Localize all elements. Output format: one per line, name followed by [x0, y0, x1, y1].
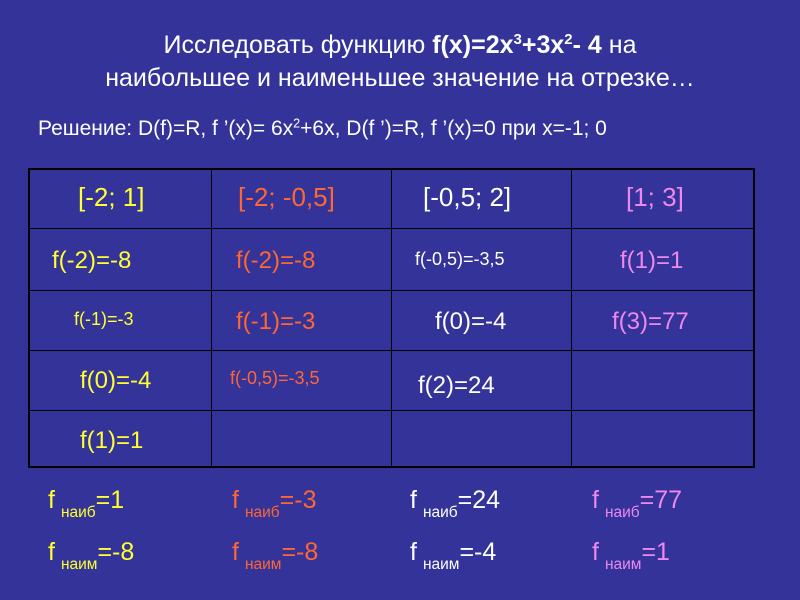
max-result-4: f наиб=77 — [592, 486, 683, 520]
column-divider — [571, 170, 572, 466]
formula-part: - 4 — [572, 31, 602, 59]
cell-value: f(2)=24 — [418, 372, 495, 399]
header-interval-4: [1; 3] — [626, 182, 684, 212]
f-symbol: f — [48, 538, 55, 566]
solution-line: Решение: D(f)=R, f ’(x)= 6x2+6x, D(f ’)=… — [38, 116, 607, 140]
subscript: наиб — [422, 503, 458, 521]
function-formula: f(x)=2x3+3x2- 4 — [432, 31, 602, 59]
cell-value: f(-0,5)=-3,5 — [415, 249, 505, 269]
cell-value: f(1)=1 — [620, 247, 684, 274]
f-symbol: f — [48, 486, 55, 514]
intervals-table — [28, 168, 755, 468]
column-divider — [391, 170, 392, 466]
min-result-2: f наим=-8 — [232, 538, 319, 572]
min-result-3: f наим=-4 — [410, 538, 497, 572]
cell-value: f(-2)=-8 — [236, 247, 316, 274]
result-value: =1 — [95, 486, 125, 514]
result-value: =-4 — [459, 538, 497, 566]
cell-value: f(1)=1 — [80, 427, 144, 454]
title-text: Исследовать функцию — [163, 31, 433, 59]
max-result-3: f наиб=24 — [410, 486, 501, 520]
exponent: 2 — [293, 116, 301, 131]
subscript: наиб — [60, 503, 96, 521]
f-symbol: f — [232, 538, 239, 566]
f-symbol: f — [232, 486, 239, 514]
min-result-1: f наим=-8 — [48, 538, 135, 572]
cell-value: f(0)=-4 — [80, 367, 152, 394]
result-value: =1 — [641, 538, 670, 566]
max-result-1: f наиб=1 — [48, 486, 125, 520]
max-result-2: f наиб=-3 — [232, 486, 317, 520]
header-interval-2: [-2; -0,5] — [238, 182, 335, 212]
min-result-4: f наим=1 — [592, 538, 670, 572]
row-divider — [30, 228, 753, 229]
result-value: =24 — [457, 486, 501, 514]
result-value: =-8 — [281, 538, 319, 566]
cell-value: f(-2)=-8 — [52, 247, 132, 274]
subscript: наим — [422, 555, 460, 573]
f-symbol: f — [410, 486, 417, 514]
cell-value: f(3)=77 — [612, 308, 689, 335]
solution-text: +6x, D(f ’)=R, f ’(x)=0 при x=-1; 0 — [300, 117, 607, 140]
subscript: наиб — [604, 503, 640, 521]
formula-part: +3x — [521, 31, 565, 59]
f-symbol: f — [592, 538, 599, 566]
result-value: =-3 — [279, 486, 317, 514]
exponent: 3 — [513, 31, 522, 48]
title-line-1: Исследовать функцию f(x)=2x3+3x2- 4 на — [0, 31, 800, 59]
f-symbol: f — [592, 486, 599, 514]
subscript: наиб — [244, 503, 280, 521]
cell-value: f(-1)=-3 — [236, 308, 316, 335]
solution-text: Решение: D(f)=R, f ’(x)= 6x — [38, 117, 294, 140]
subscript: наим — [604, 555, 642, 573]
exponent: 2 — [564, 31, 573, 48]
cell-value: f(-1)=-3 — [74, 309, 134, 329]
f-symbol: f — [410, 538, 417, 566]
header-interval-3: [-0,5; 2] — [423, 182, 512, 212]
header-interval-1: [-2; 1] — [78, 182, 145, 212]
result-value: =77 — [639, 486, 683, 514]
cell-value: f(0)=-4 — [435, 308, 507, 335]
row-divider — [30, 290, 753, 291]
subscript: наим — [60, 555, 98, 573]
formula-part: f(x)=2x — [432, 31, 514, 59]
row-divider — [30, 410, 753, 411]
title-text: на — [601, 31, 637, 59]
cell-value: f(-0,5)=-3,5 — [230, 368, 320, 388]
title-line-2: наибольшее и наименьшее значение на отре… — [105, 64, 695, 92]
result-value: =-8 — [97, 538, 135, 566]
subscript: наим — [244, 555, 282, 573]
row-divider — [30, 350, 753, 351]
column-divider — [211, 170, 212, 466]
